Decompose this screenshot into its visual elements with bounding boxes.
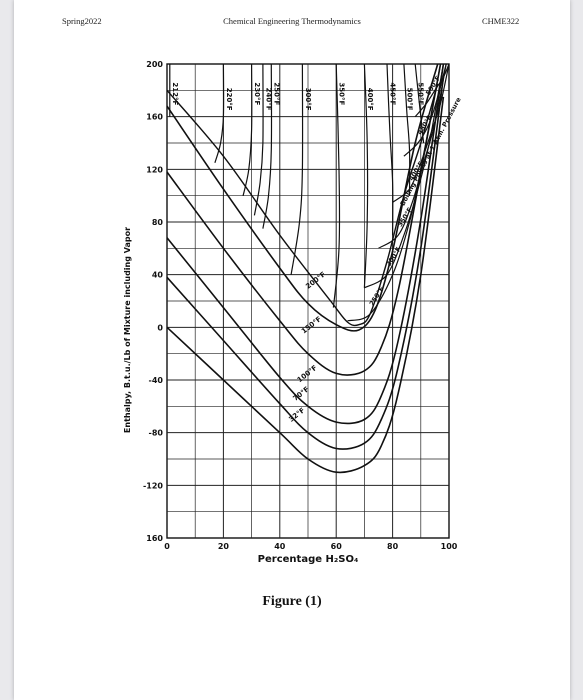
isotherm-curve <box>166 63 442 376</box>
boiling-isotherm-curve <box>290 63 304 275</box>
x-tick-label: 40 <box>274 542 286 551</box>
isotherm-label: 32°F <box>287 406 306 424</box>
chart-svg: 200 160 120 80 40 0 -40 -80 -120 160 0 20 40 60 80 100… <box>123 60 463 565</box>
header-course-term: Spring2022 <box>62 16 102 26</box>
isotherm-curve <box>166 77 445 450</box>
y-axis-label: Enthalpy, B.t.u./Lb of Mixture including… <box>123 227 132 433</box>
x-axis-label: Percentage H₂SO₄ <box>258 554 359 565</box>
curves-group <box>166 63 450 474</box>
y-tick-label: 80 <box>152 218 164 227</box>
y-tick-labels: 200 160 120 80 40 0 -40 -80 -120 160 <box>143 60 163 543</box>
boiling-point-line-curve <box>166 83 439 327</box>
x-tick-label: 20 <box>218 542 230 551</box>
document-page: Spring2022 Chemical Engineering Thermody… <box>14 0 570 700</box>
x-tick-label: 80 <box>387 542 399 551</box>
y-tick-label: -40 <box>149 376 164 385</box>
boiling-isotherm-label: 450°F <box>388 82 396 105</box>
boiling-isotherm-label: 550°F <box>417 82 425 105</box>
boiling-isotherm-label: 500°F <box>405 88 413 111</box>
header-course-title: Chemical Engineering Thermodynamics <box>223 16 361 26</box>
y-tick-label: 160 <box>146 534 163 543</box>
boiling-isotherm-curve <box>414 63 425 144</box>
isotherm-label: 100°F <box>296 364 319 385</box>
x-tick-labels: 0 20 40 60 80 100 <box>164 542 458 551</box>
y-tick-label: 160 <box>146 113 163 122</box>
header-course-code: CHME322 <box>482 16 520 26</box>
vapor-curve-curve <box>414 63 450 118</box>
vapor-curve-label: 300°F <box>385 246 403 268</box>
isotherm-curve <box>166 96 445 474</box>
boiling-isotherm-label: 240°F <box>264 88 272 111</box>
boiling-isotherm-curve <box>332 63 341 308</box>
isotherm-label: 150°F <box>300 315 323 336</box>
y-tick-label: 120 <box>146 165 163 174</box>
boiling-point-line-label: Boiling Points at 1 Atm. Pressure <box>399 96 463 208</box>
y-tick-label: 0 <box>157 323 163 332</box>
boiling-isotherm-curve <box>262 63 273 229</box>
boiling-isotherm-curve <box>386 63 394 236</box>
boiling-isotherm-label: 220°F <box>225 88 233 111</box>
x-tick-label: 100 <box>441 542 458 551</box>
boiling-isotherm-curve <box>242 63 253 196</box>
isotherm-curve <box>166 63 439 332</box>
y-tick-label: 200 <box>146 60 163 69</box>
isotherm-curve <box>166 63 445 425</box>
y-tick-label: -80 <box>149 429 164 438</box>
boiling-isotherm-label: 212°F <box>171 82 179 105</box>
boiling-isotherm-label: 400°F <box>366 88 374 111</box>
vapor-curve-curve <box>392 63 450 203</box>
vapor-curve-curve <box>403 63 447 157</box>
vapor-curve-curve <box>347 63 442 322</box>
y-tick-label: -120 <box>143 481 163 490</box>
boiling-isotherm-curve <box>253 63 264 216</box>
boiling-isotherm-label: 350°F <box>338 82 346 105</box>
y-tick-label: 40 <box>152 271 164 280</box>
boiling-isotherm-label: 230°F <box>253 82 261 105</box>
boiling-isotherm-label: 250°F <box>273 82 281 105</box>
figure-caption: Figure (1) <box>262 594 322 609</box>
boiling-isotherm-curve <box>214 63 225 163</box>
x-tick-label: 0 <box>164 542 170 551</box>
boiling-isotherm-curve <box>363 63 369 288</box>
x-tick-label: 60 <box>331 542 343 551</box>
enthalpy-concentration-chart: 200 160 120 80 40 0 -40 -80 -120 160 0 20 40 60 80 100… <box>14 0 570 584</box>
boiling-isotherm-label: 300°F <box>304 88 312 111</box>
